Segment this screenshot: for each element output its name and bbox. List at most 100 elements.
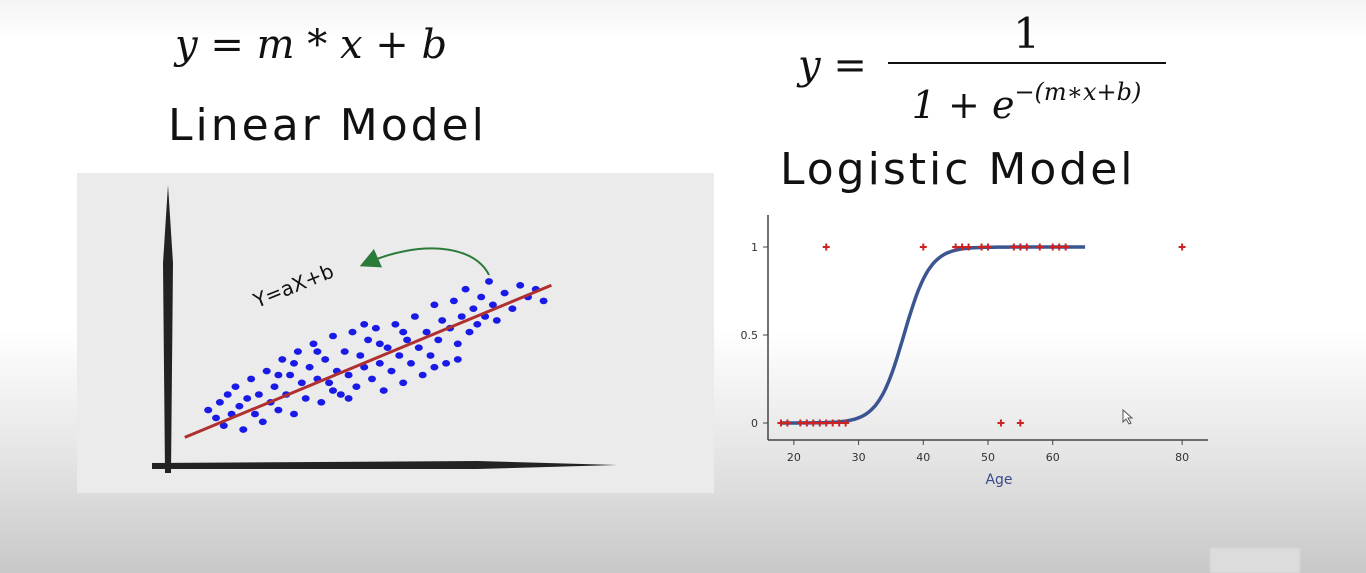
linear-points-group (204, 278, 548, 433)
scatter-point (278, 356, 287, 363)
scatter-point (313, 348, 322, 355)
scatter-point (399, 379, 408, 387)
scatter-point (239, 426, 248, 433)
scatter-point (212, 414, 220, 422)
scatter-point (461, 285, 470, 293)
formula-numerator: 1 (1013, 9, 1040, 58)
scatter-point (247, 375, 256, 383)
scatter-point (422, 328, 431, 336)
formula-equals: = (197, 22, 257, 68)
data-point (822, 243, 830, 251)
x-tick-label: 50 (981, 451, 995, 464)
x-tick-label: 60 (1046, 451, 1060, 464)
data-point (1016, 419, 1024, 427)
formula-equals: = (820, 42, 880, 89)
scatter-point (391, 321, 400, 328)
scatter-point (469, 305, 478, 312)
formula-m: m (256, 22, 295, 68)
y-tick-label: 0 (751, 417, 758, 430)
mouse-cursor-icon (1122, 408, 1134, 425)
linear-formula: y = m * x + b (175, 22, 447, 68)
scatter-point (368, 375, 376, 383)
logistic-curve (780, 245, 1086, 425)
denominator-exponent: −(m∗x+b) (1014, 78, 1142, 106)
scatter-point (438, 317, 447, 324)
scatter-point (375, 340, 384, 348)
scatter-point (434, 336, 443, 344)
formula-plus: + (362, 22, 422, 68)
data-point (783, 419, 791, 427)
y-axis-arrow (163, 185, 173, 473)
scatter-point (258, 418, 267, 426)
tick-group: 20 30 40 50 60 80 0 0.5 1 (741, 241, 1190, 464)
fraction-bar (887, 62, 1166, 64)
x-tick-label: 80 (1175, 451, 1189, 464)
scatter-point (418, 371, 427, 379)
scatter-point (270, 383, 279, 390)
scatter-point (426, 352, 435, 359)
scatter-point (309, 340, 318, 348)
data-point (1178, 243, 1186, 251)
scatter-point (539, 297, 548, 305)
scatter-point (364, 336, 373, 344)
scatter-point (305, 363, 314, 371)
formula-fraction: 1 1 + e−(m∗x+b) (887, 9, 1166, 127)
scatter-point (356, 352, 365, 359)
x-tick-label: 30 (852, 451, 866, 464)
scatter-point (329, 387, 337, 394)
scatter-point (243, 395, 252, 402)
scatter-point (465, 328, 474, 336)
formula-b: b (421, 22, 448, 68)
linear-chart-panel: Y=aX+b (77, 173, 714, 493)
scatter-point (375, 360, 384, 367)
scatter-point (414, 344, 423, 351)
scatter-point (286, 371, 295, 379)
scatter-point (457, 313, 466, 320)
data-point (1010, 243, 1018, 251)
fit-line (184, 283, 552, 439)
data-point (1062, 243, 1070, 251)
scatter-point (215, 399, 224, 406)
scatter-point (360, 321, 369, 328)
scatter-point (204, 406, 213, 414)
scatter-point (274, 406, 283, 414)
scatter-point (348, 328, 357, 336)
data-point (809, 419, 817, 427)
line-equation-label: Y=aX+b (249, 259, 337, 313)
logistic-chart: 20 30 40 50 60 80 0 0.5 1 Age (741, 215, 1208, 488)
scatter-point (251, 410, 259, 418)
scatter-point (492, 317, 501, 324)
scatter-point (371, 324, 380, 332)
logistic-points-group (777, 243, 1186, 427)
scatter-point (399, 328, 408, 336)
x-tick-label: 20 (787, 451, 801, 464)
scatter-point (395, 352, 404, 359)
scatter-point (485, 278, 493, 285)
corner-overlay (1210, 548, 1300, 573)
scatter-point (516, 282, 525, 289)
data-point (1036, 243, 1044, 251)
linear-chart: Y=aX+b (152, 185, 617, 473)
scatter-point (352, 383, 361, 390)
data-point (1016, 243, 1024, 251)
scatter-point (500, 289, 509, 297)
scatter-point (325, 379, 334, 387)
scatter-point (453, 340, 462, 348)
formula-y: y (798, 42, 821, 89)
scatter-point (449, 297, 458, 305)
scatter-point (453, 356, 462, 363)
x-axis-label: Age (985, 472, 1012, 488)
scatter-point (235, 402, 244, 410)
data-point (816, 419, 824, 427)
scatter-point (383, 344, 392, 351)
scatter-point (301, 395, 310, 402)
data-point (1049, 243, 1057, 251)
data-point (822, 419, 830, 427)
scatter-point (219, 422, 228, 429)
scatter-point (473, 321, 482, 328)
data-point (1023, 243, 1031, 251)
linear-model-title: Linear Model (168, 100, 487, 151)
scatter-point (407, 360, 415, 367)
scatter-point (329, 332, 337, 340)
scatter-point (317, 399, 326, 406)
